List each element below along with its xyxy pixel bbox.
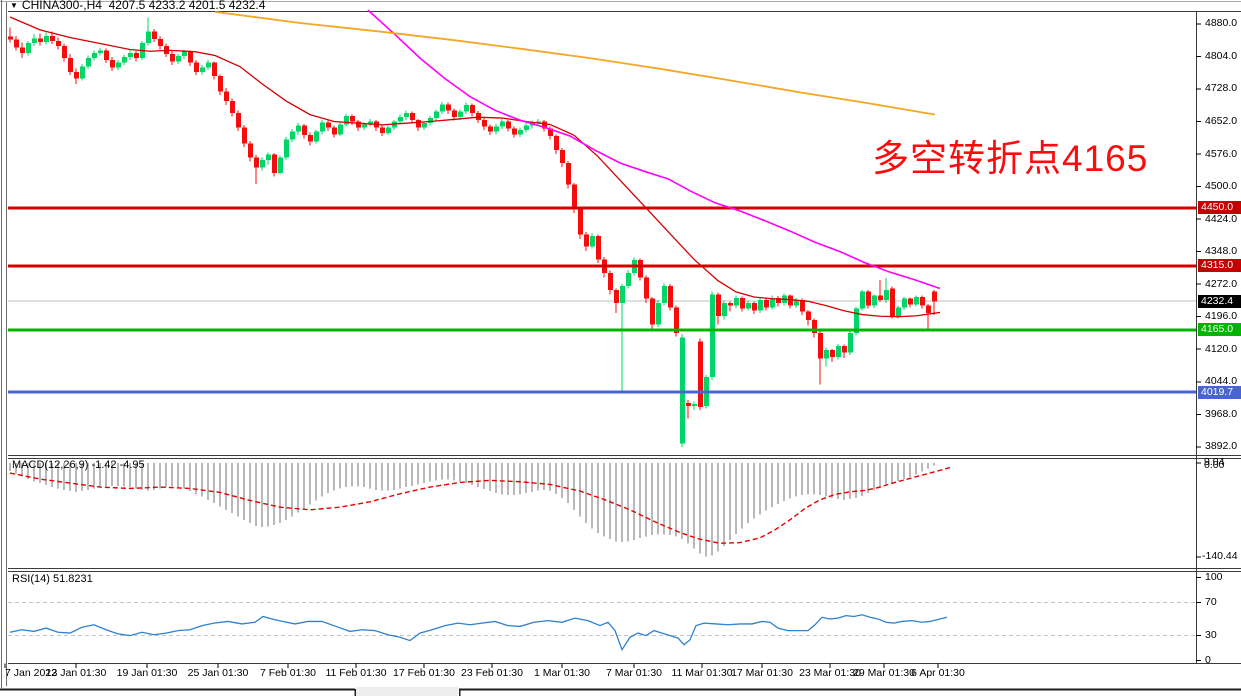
macd-zero-label: 0.00 bbox=[1204, 459, 1225, 471]
time-label: 25 Jan 01:30 bbox=[187, 667, 249, 679]
symbol-dropdown-icon[interactable]: ▼ bbox=[10, 1, 18, 10]
ma-slow-line bbox=[214, 10, 936, 116]
time-label: 17 Mar 01:30 bbox=[731, 667, 793, 679]
time-label: 29 Mar 01:30 bbox=[853, 667, 915, 679]
macd-signal-line bbox=[9, 466, 953, 544]
annotation-text[interactable]: 多空转折点4165 bbox=[872, 138, 1149, 179]
time-label: 23 Mar 01:30 bbox=[799, 667, 861, 679]
ma-mid-line bbox=[367, 9, 941, 290]
price-tick-label: 4728.0 bbox=[1205, 82, 1238, 95]
price-tick-label: 4272.0 bbox=[1205, 277, 1238, 290]
price-tick-label: 4880.0 bbox=[1205, 17, 1238, 30]
price-tick-label: 4804.0 bbox=[1205, 49, 1238, 62]
candles-layer bbox=[8, 17, 937, 447]
price-tick-label: 4576.0 bbox=[1205, 147, 1238, 160]
price-tick-label: 4348.0 bbox=[1205, 245, 1238, 258]
rsi-line bbox=[9, 614, 948, 652]
price-tick-label: 4120.0 bbox=[1205, 342, 1238, 355]
macd-panel-resize-handle[interactable] bbox=[0, 454, 1241, 459]
macd-min-label: -140.44 bbox=[1202, 550, 1238, 563]
price-badge-4450-0: 4450.0 bbox=[1198, 201, 1241, 215]
price-tick-label: 4196.0 bbox=[1205, 310, 1238, 323]
macd-max-label: 9.04 bbox=[1204, 456, 1225, 468]
time-label: 1 Mar 01:30 bbox=[533, 667, 591, 679]
price-badge-4165-0: 4165.0 bbox=[1198, 323, 1241, 337]
ohlc-values: 4207.5 4233.2 4201.5 4232.4 bbox=[108, 0, 266, 12]
rsi-indicator-label: RSI(14) 51.8231 bbox=[12, 573, 93, 585]
time-label: 7 Feb 01:30 bbox=[259, 667, 317, 679]
price-tick-label: 4044.0 bbox=[1205, 375, 1238, 388]
price-tick-label: 3892.0 bbox=[1205, 440, 1238, 453]
rsi-panel-resize-handle[interactable] bbox=[0, 567, 1241, 572]
price-tick-label: 4652.0 bbox=[1205, 114, 1238, 127]
macd-histogram bbox=[9, 463, 935, 557]
price-badge-4315-0: 4315.0 bbox=[1198, 259, 1241, 273]
rsi-tick-label: 0 bbox=[1205, 654, 1211, 666]
rsi-tick-label: 30 bbox=[1205, 629, 1217, 642]
time-label: 7 Jan 2022 bbox=[5, 667, 57, 679]
time-label: 6 Apr 01:30 bbox=[911, 667, 965, 679]
time-label: 13 Jan 01:30 bbox=[45, 667, 107, 679]
price-tick-label: 4500.0 bbox=[1205, 180, 1238, 193]
symbol-period-label: CHINA300-,H4 bbox=[21, 0, 102, 12]
time-label: 7 Mar 01:30 bbox=[605, 667, 663, 679]
chart-title: ▼ CHINA300-,H4 4207.5 4233.2 4201.5 4232.… bbox=[10, 0, 265, 12]
price-tick-label: 3968.0 bbox=[1205, 407, 1238, 420]
rsi-tick-label: 100 bbox=[1205, 570, 1223, 583]
time-label: 23 Feb 01:30 bbox=[461, 667, 523, 679]
price-badge-4232-4: 4232.4 bbox=[1198, 294, 1241, 308]
time-label: 11 Feb 01:30 bbox=[325, 667, 387, 679]
price-badge-4019-7: 4019.7 bbox=[1198, 385, 1241, 399]
rsi-tick-label: 70 bbox=[1205, 595, 1217, 608]
price-tick-label: 4424.0 bbox=[1205, 212, 1238, 225]
time-label: 17 Feb 01:30 bbox=[393, 667, 455, 679]
time-label: 19 Jan 01:30 bbox=[116, 667, 178, 679]
ma-fast-line bbox=[9, 16, 941, 318]
bottom-gap bbox=[356, 687, 458, 696]
time-label: 11 Mar 01:30 bbox=[671, 667, 733, 679]
macd-indicator-label: MACD(12,26,9) -1.42 -4.95 bbox=[12, 459, 145, 471]
